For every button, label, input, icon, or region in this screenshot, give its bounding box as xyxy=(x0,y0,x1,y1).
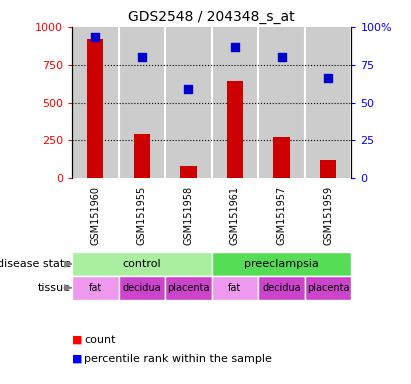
Text: GSM151955: GSM151955 xyxy=(137,186,147,245)
Bar xyxy=(320,160,336,178)
Text: GSM151959: GSM151959 xyxy=(323,186,333,245)
Bar xyxy=(134,134,150,178)
Text: percentile rank within the sample: percentile rank within the sample xyxy=(84,354,272,364)
Point xyxy=(325,75,331,81)
Text: tissue: tissue xyxy=(38,283,71,293)
Bar xyxy=(72,27,118,178)
Title: GDS2548 / 204348_s_at: GDS2548 / 204348_s_at xyxy=(128,10,295,25)
Bar xyxy=(165,276,212,300)
Point xyxy=(139,54,145,60)
Bar xyxy=(273,137,290,178)
Bar xyxy=(305,27,351,178)
Text: preeclampsia: preeclampsia xyxy=(244,259,319,269)
Text: GSM151958: GSM151958 xyxy=(183,186,193,245)
Point xyxy=(278,54,285,60)
Bar xyxy=(305,276,351,300)
Text: placenta: placenta xyxy=(307,283,349,293)
Text: GSM151957: GSM151957 xyxy=(277,186,286,245)
Text: ■: ■ xyxy=(72,335,83,345)
Text: control: control xyxy=(122,259,161,269)
Text: count: count xyxy=(84,335,116,345)
Text: fat: fat xyxy=(89,283,102,293)
Text: decidua: decidua xyxy=(122,283,161,293)
Bar xyxy=(258,276,305,300)
Bar xyxy=(87,39,103,178)
Bar xyxy=(227,81,243,178)
Bar xyxy=(180,166,196,178)
Text: fat: fat xyxy=(229,283,242,293)
Bar xyxy=(72,276,118,300)
Point xyxy=(232,43,238,50)
Bar xyxy=(118,27,165,178)
Bar xyxy=(212,27,258,178)
Text: GSM151961: GSM151961 xyxy=(230,186,240,245)
Point xyxy=(92,35,99,41)
Bar xyxy=(258,27,305,178)
Point xyxy=(185,86,192,92)
Text: GSM151960: GSM151960 xyxy=(90,186,100,245)
Bar xyxy=(118,276,165,300)
Text: decidua: decidua xyxy=(262,283,301,293)
Text: placenta: placenta xyxy=(167,283,210,293)
Bar xyxy=(72,252,212,276)
Text: ■: ■ xyxy=(72,354,83,364)
Text: disease state: disease state xyxy=(0,259,71,269)
Bar xyxy=(165,27,212,178)
Bar xyxy=(212,276,258,300)
Bar xyxy=(212,252,351,276)
